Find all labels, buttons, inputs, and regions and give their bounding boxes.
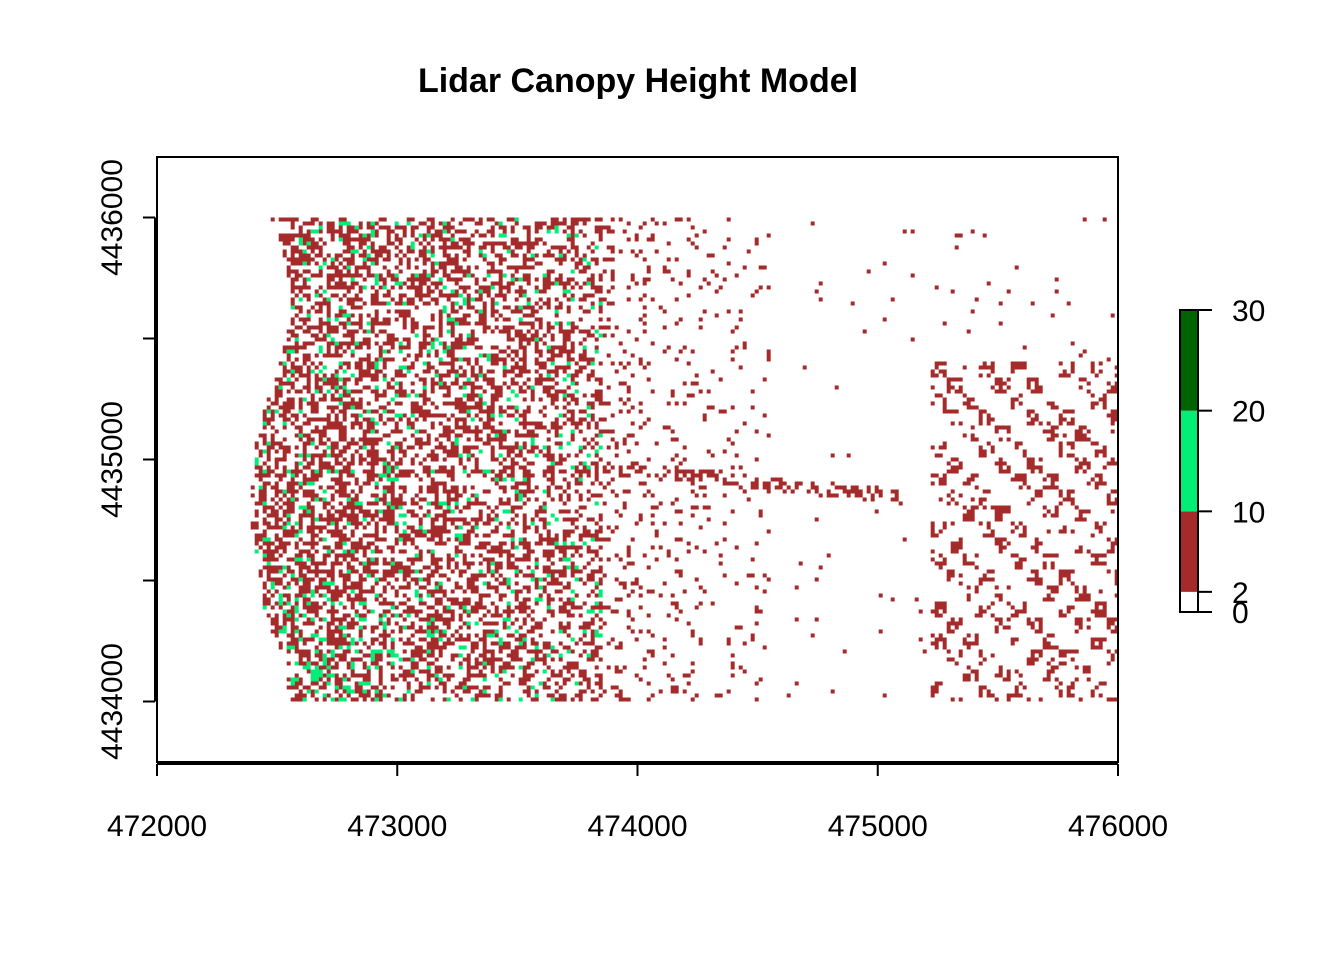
x-tick-label: 474000 [587, 810, 687, 843]
canopy-raster [250, 217, 1119, 702]
chart-title: Lidar Canopy Height Model [418, 62, 858, 100]
legend-swatch [1180, 410, 1198, 512]
y-tick-label: 4435000 [96, 401, 129, 518]
legend-swatch [1180, 310, 1198, 411]
legend-label: 20 [1232, 396, 1265, 429]
legend-label: 2 [1232, 577, 1249, 610]
plot-frame [156, 156, 1119, 763]
color-legend: 02 10 20 30 [1179, 295, 1265, 630]
legend-label: 10 [1232, 496, 1265, 529]
x-tick-label: 472000 [107, 810, 207, 843]
x-tick-label: 476000 [1068, 810, 1168, 843]
legend-swatch [1180, 591, 1198, 612]
x-axis: 472000 473000 474000 475000 476000 [107, 763, 1168, 843]
x-tick-label: 473000 [347, 810, 447, 843]
legend-frame [1179, 309, 1199, 613]
y-tick-label: 4434000 [96, 643, 129, 760]
raster-class-2-10 [250, 217, 1119, 702]
legend-swatch [1180, 511, 1198, 592]
x-tick-label: 475000 [828, 810, 928, 843]
raster-class-10-20 [254, 217, 603, 702]
y-tick-label: 4436000 [96, 159, 129, 276]
legend-label: 30 [1232, 295, 1265, 328]
legend-label: 0 [1232, 597, 1249, 630]
y-axis: 4434000 4435000 4436000 [96, 159, 156, 760]
